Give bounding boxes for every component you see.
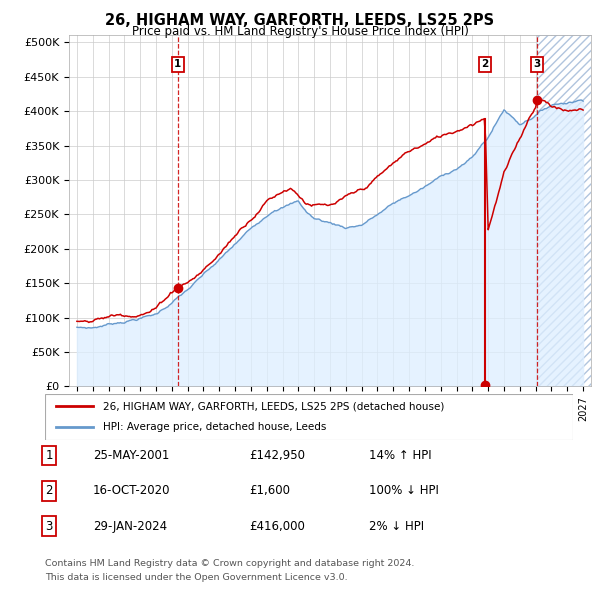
Text: This data is licensed under the Open Government Licence v3.0.: This data is licensed under the Open Gov… <box>45 573 347 582</box>
FancyBboxPatch shape <box>45 394 573 440</box>
Text: 3: 3 <box>46 520 53 533</box>
Text: 29-JAN-2024: 29-JAN-2024 <box>93 520 167 533</box>
HPI: Average price, detached house, Leeds: (2.02e+03, 2.95e+05): Average price, detached house, Leeds: (2… <box>427 180 434 187</box>
Text: Contains HM Land Registry data © Crown copyright and database right 2024.: Contains HM Land Registry data © Crown c… <box>45 559 415 568</box>
Text: 26, HIGHAM WAY, GARFORTH, LEEDS, LS25 2PS: 26, HIGHAM WAY, GARFORTH, LEEDS, LS25 2P… <box>106 13 494 28</box>
Text: 26, HIGHAM WAY, GARFORTH, LEEDS, LS25 2PS (detached house): 26, HIGHAM WAY, GARFORTH, LEEDS, LS25 2P… <box>103 401 445 411</box>
26, HIGHAM WAY, GARFORTH, LEEDS, LS25 2PS (detached house) <box>580 107 587 114</box>
26, HIGHAM WAY, GARFORTH, LEEDS, LS25 2PS (detached house) <box>73 318 80 325</box>
Text: 100% ↓ HPI: 100% ↓ HPI <box>369 484 439 497</box>
HPI: Average price, detached house, Leeds: (2.02e+03, 2.82e+05): Average price, detached house, Leeds: (2… <box>411 189 418 196</box>
Text: 25-MAY-2001: 25-MAY-2001 <box>93 449 169 462</box>
Text: 1: 1 <box>46 449 53 462</box>
HPI: Average price, detached house, Leeds: (2.01e+03, 2.29e+05): Average price, detached house, Leeds: (2… <box>342 225 349 232</box>
Text: £1,600: £1,600 <box>249 484 290 497</box>
Text: £416,000: £416,000 <box>249 520 305 533</box>
HPI: Average price, detached house, Leeds: (2.01e+03, 2.63e+05): Average price, detached house, Leeds: (2… <box>283 202 290 209</box>
26, HIGHAM WAY, GARFORTH, LEEDS, LS25 2PS (detached house) <box>283 188 290 195</box>
Line: HPI: Average price, detached house, Leeds: HPI: Average price, detached house, Leed… <box>77 100 583 328</box>
26, HIGHAM WAY, GARFORTH, LEEDS, LS25 2PS (detached house) <box>535 96 542 103</box>
HPI: Average price, detached house, Leeds: (2e+03, 8.51e+04): Average price, detached house, Leeds: (2… <box>86 324 94 332</box>
HPI: Average price, detached house, Leeds: (2.03e+03, 4.16e+05): Average price, detached house, Leeds: (2… <box>577 97 584 104</box>
HPI: Average price, detached house, Leeds: (2.03e+03, 4.15e+05): Average price, detached house, Leeds: (2… <box>580 97 587 104</box>
Text: Price paid vs. HM Land Registry's House Price Index (HPI): Price paid vs. HM Land Registry's House … <box>131 25 469 38</box>
Text: 14% ↑ HPI: 14% ↑ HPI <box>369 449 431 462</box>
Text: 1: 1 <box>174 60 181 69</box>
26, HIGHAM WAY, GARFORTH, LEEDS, LS25 2PS (detached house) <box>411 145 418 152</box>
HPI: Average price, detached house, Leeds: (2e+03, 8.6e+04): Average price, detached house, Leeds: (2… <box>73 324 80 331</box>
26, HIGHAM WAY, GARFORTH, LEEDS, LS25 2PS (detached house) <box>119 312 127 319</box>
Text: HPI: Average price, detached house, Leeds: HPI: Average price, detached house, Leed… <box>103 422 326 432</box>
26, HIGHAM WAY, GARFORTH, LEEDS, LS25 2PS (detached house) <box>85 319 92 326</box>
Line: 26, HIGHAM WAY, GARFORTH, LEEDS, LS25 2PS (detached house): 26, HIGHAM WAY, GARFORTH, LEEDS, LS25 2P… <box>77 100 583 322</box>
Text: 2: 2 <box>46 484 53 497</box>
Text: 2: 2 <box>481 60 488 69</box>
Text: 16-OCT-2020: 16-OCT-2020 <box>93 484 170 497</box>
26, HIGHAM WAY, GARFORTH, LEEDS, LS25 2PS (detached house) <box>342 192 349 199</box>
HPI: Average price, detached house, Leeds: (2e+03, 9.21e+04): Average price, detached house, Leeds: (2… <box>119 320 127 327</box>
26, HIGHAM WAY, GARFORTH, LEEDS, LS25 2PS (detached house) <box>427 138 434 145</box>
26, HIGHAM WAY, GARFORTH, LEEDS, LS25 2PS (detached house) <box>86 318 94 325</box>
Text: 2% ↓ HPI: 2% ↓ HPI <box>369 520 424 533</box>
Text: £142,950: £142,950 <box>249 449 305 462</box>
HPI: Average price, detached house, Leeds: (2e+03, 8.45e+04): Average price, detached house, Leeds: (2… <box>83 324 90 332</box>
Text: 3: 3 <box>533 60 541 69</box>
